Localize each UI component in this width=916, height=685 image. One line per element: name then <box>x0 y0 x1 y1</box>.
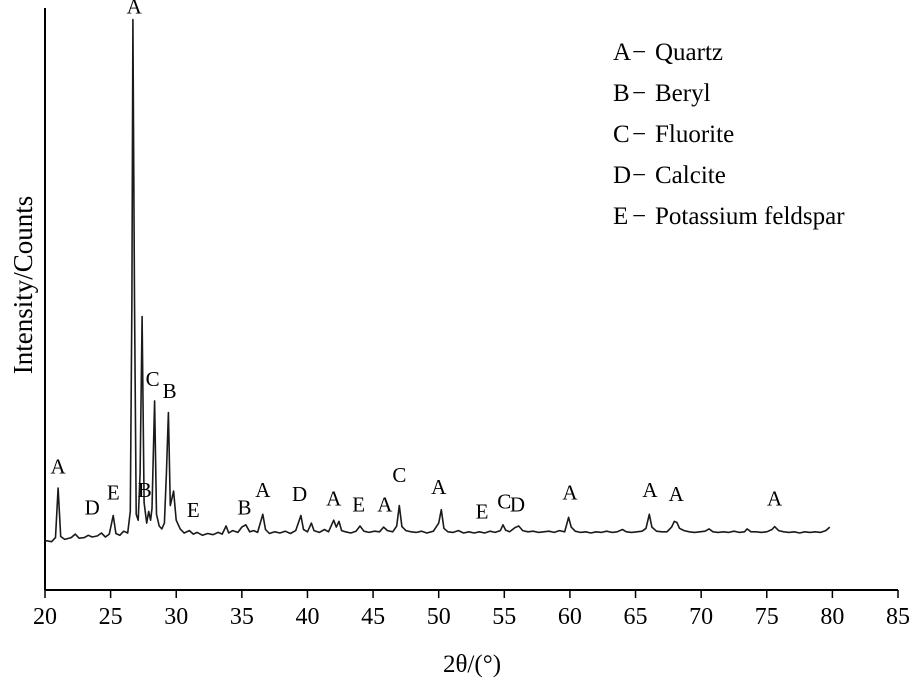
peak-label: A <box>669 482 685 506</box>
x-tick-label: 55 <box>492 604 516 630</box>
x-tick-label: 65 <box>624 604 648 630</box>
peak-label: A <box>255 478 271 502</box>
legend-entry: D − Calcite <box>613 162 726 189</box>
peak-label: B <box>163 379 177 403</box>
legend-entry: B − Beryl <box>613 80 711 107</box>
x-tick-label: 20 <box>33 604 57 630</box>
x-tick-label: 85 <box>886 604 910 630</box>
peak-label: A <box>767 487 783 511</box>
legend-dash: − <box>632 121 646 148</box>
x-tick-label: 35 <box>230 604 254 630</box>
peak-label: A <box>562 481 578 505</box>
peak-label: C <box>497 489 511 513</box>
legend-label: Potassium feldspar <box>655 203 845 230</box>
x-tick-label: 45 <box>361 604 385 630</box>
peak-label: C <box>146 367 160 391</box>
legend-label: Calcite <box>655 162 726 189</box>
peak-label: D <box>292 482 307 506</box>
x-tick-label: 70 <box>689 604 713 630</box>
peak-label: D <box>85 495 100 519</box>
axes <box>44 8 898 591</box>
peak-label: B <box>237 495 251 519</box>
x-tick-label: 40 <box>295 604 319 630</box>
x-tick-label: 25 <box>99 604 123 630</box>
legend-dash: − <box>632 80 646 107</box>
x-axis-label: 2θ/(°) <box>443 651 501 678</box>
peak-label: E <box>187 498 200 522</box>
peak-label: A <box>377 492 393 516</box>
legend-entry: C − Fluorite <box>613 121 734 148</box>
peak-label: A <box>51 455 67 479</box>
x-tick-label: 80 <box>820 604 844 630</box>
legend-label: Beryl <box>655 80 711 107</box>
x-tick-label: 75 <box>755 604 779 630</box>
y-axis-label: Intensity/Counts <box>8 196 38 375</box>
xrd-pattern-line <box>44 18 831 543</box>
legend-key: B <box>613 80 630 107</box>
series-layer <box>44 18 831 543</box>
x-tick-label: 30 <box>164 604 188 630</box>
legend-label: Fluorite <box>655 121 734 148</box>
legend-label: Quartz <box>655 39 723 66</box>
legend-dash: − <box>632 162 646 189</box>
legend-dash: − <box>632 39 646 66</box>
x-ticks: 20 25 30 35 40 45 50 55 60 65 70 75 80 85 <box>33 590 910 630</box>
peak-label: A <box>127 0 143 19</box>
legend-key: D <box>613 162 631 189</box>
legend-key: A <box>613 39 631 66</box>
x-tick-label: 60 <box>558 604 582 630</box>
legend-entry: A − Quartz <box>613 39 723 66</box>
peak-label: E <box>107 481 120 505</box>
peak-label: A <box>642 478 658 502</box>
peak-label: D <box>510 492 525 516</box>
peak-label: E <box>476 499 489 523</box>
peak-label: A <box>431 475 447 499</box>
peak-label: B <box>138 478 152 502</box>
peak-label: C <box>392 463 406 487</box>
x-tick-label: 50 <box>427 604 451 630</box>
legend-dash: − <box>632 203 646 230</box>
peak-label: E <box>352 492 365 516</box>
legend-key: C <box>613 121 630 148</box>
legend-entry: E − Potassium feldspar <box>613 203 845 230</box>
legend-key: E <box>613 203 628 230</box>
peak-label: A <box>326 487 342 511</box>
